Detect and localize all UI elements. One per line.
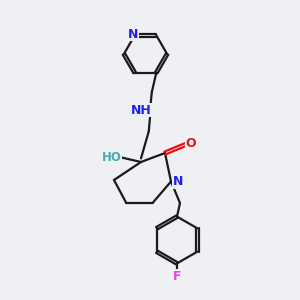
Text: HO: HO: [102, 151, 122, 164]
Text: O: O: [185, 137, 196, 150]
Text: F: F: [173, 269, 181, 283]
Text: N: N: [128, 28, 139, 40]
Text: N: N: [172, 175, 183, 188]
Text: NH: NH: [131, 104, 152, 117]
